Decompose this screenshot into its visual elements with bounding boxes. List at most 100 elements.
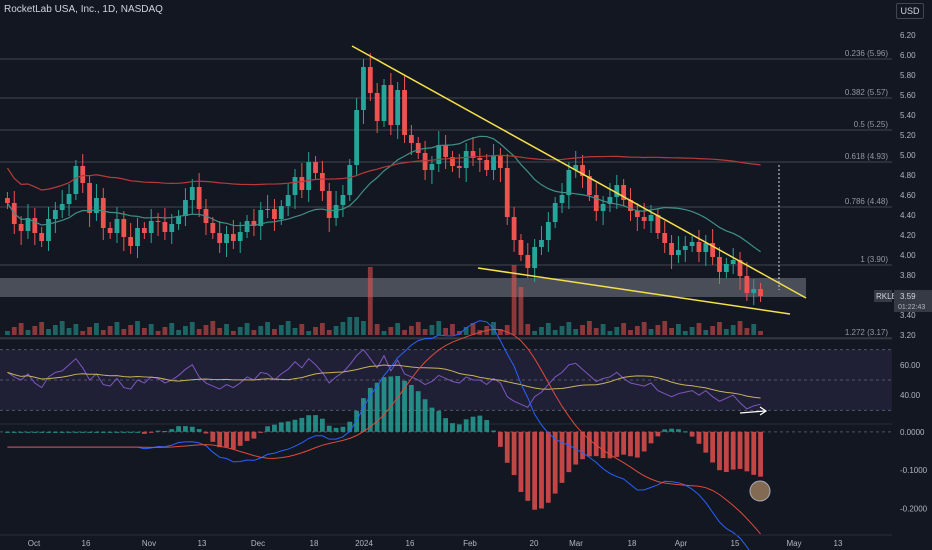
volume-bar xyxy=(5,331,10,335)
macd-hist-bar xyxy=(573,431,579,465)
y-tick-label: 4.40 xyxy=(900,211,916,220)
candle-body xyxy=(518,240,524,255)
macd-hist-bar xyxy=(189,426,195,432)
macd-hist-bar xyxy=(319,418,325,432)
macd-hist-bar xyxy=(614,431,620,457)
candle-body xyxy=(463,151,469,168)
candle-body xyxy=(347,165,353,195)
volume-bar xyxy=(525,324,531,335)
macd-hist-bar xyxy=(463,419,469,432)
signal-line xyxy=(7,328,761,535)
volume-bar xyxy=(25,330,31,335)
candle-body xyxy=(169,224,175,232)
macd-hist-bar xyxy=(299,417,305,432)
currency-button[interactable]: USD xyxy=(896,3,924,19)
macd-hist-bar xyxy=(621,431,627,455)
macd-hist-bar xyxy=(552,431,558,494)
volume-bar xyxy=(148,324,154,335)
macd-hist-bar xyxy=(196,429,202,432)
candle-body xyxy=(94,198,99,213)
candle-body xyxy=(66,194,72,204)
volume-bar xyxy=(573,329,579,335)
candle-body xyxy=(374,93,380,121)
macd-hist-bar xyxy=(422,399,428,432)
volume-bar xyxy=(689,327,695,335)
macd-hist-bar xyxy=(148,431,154,433)
volume-bar xyxy=(443,328,449,335)
macd-hist-bar xyxy=(408,384,414,432)
volume-bar xyxy=(470,323,476,335)
candle-body xyxy=(539,240,544,247)
candle-body xyxy=(758,289,763,296)
candle-body xyxy=(717,257,722,272)
macd-hist-bar xyxy=(25,431,31,433)
volume-bar xyxy=(504,325,510,335)
candle-body xyxy=(491,156,496,170)
candle-body xyxy=(361,67,366,110)
macd-hist-bar xyxy=(518,431,524,492)
volume-bar xyxy=(59,321,65,335)
macd-hist-bar xyxy=(39,431,45,433)
x-tick-label: 2024 xyxy=(355,539,373,548)
volume-bar xyxy=(641,322,647,335)
volume-bar xyxy=(429,325,435,335)
volume-bar xyxy=(634,326,640,335)
macd-hist-bar xyxy=(751,431,757,475)
volume-bar xyxy=(313,327,318,335)
macd-hist-bar xyxy=(135,431,140,433)
candle-body xyxy=(135,228,140,246)
candle-body xyxy=(395,90,401,125)
volume-bar xyxy=(361,321,366,335)
macd-hist-bar xyxy=(258,431,264,433)
candle-body xyxy=(100,198,106,228)
volume-bar xyxy=(669,328,674,335)
candle-body xyxy=(381,85,387,121)
macd-hist-bar xyxy=(272,424,277,432)
macd-hist-bar xyxy=(306,415,312,432)
macd-tick-label: -0.1000 xyxy=(900,466,928,475)
macd-hist-bar xyxy=(566,431,572,473)
volume-bar xyxy=(532,331,538,335)
macd-hist-bar xyxy=(80,431,86,433)
rsi-tick-label: 40.00 xyxy=(900,391,921,400)
candle-body xyxy=(87,183,92,213)
x-tick-label: May xyxy=(786,539,801,548)
y-tick-label: 6.20 xyxy=(900,31,916,40)
volume-bar xyxy=(203,325,209,335)
candle-body xyxy=(470,151,476,158)
volume-bar xyxy=(299,324,305,335)
candle-body xyxy=(655,215,661,233)
macd-hist-bar xyxy=(559,431,565,483)
macd-hist-bar xyxy=(525,431,531,501)
volume-bar xyxy=(628,330,633,335)
candle-body xyxy=(333,205,339,218)
upper-trendline xyxy=(351,45,807,299)
macd-hist-bar xyxy=(361,398,366,432)
x-tick-label: 20 xyxy=(530,539,539,548)
candle-body xyxy=(737,260,743,276)
y-tick-label: 4.20 xyxy=(900,231,916,240)
support-zone xyxy=(0,278,806,297)
volume-bar xyxy=(285,321,291,335)
macd-hist-bar xyxy=(121,431,127,433)
candle-body xyxy=(217,233,223,243)
volume-bar xyxy=(18,323,24,335)
y-tick-label: 3.20 xyxy=(900,331,916,340)
macd-hist-bar xyxy=(600,431,606,459)
volume-bar xyxy=(717,322,722,335)
ma-long-line xyxy=(6,154,761,191)
candle-body xyxy=(230,234,236,241)
candle-body xyxy=(443,145,449,157)
macd-hist-bar xyxy=(217,431,223,448)
volume-bar xyxy=(52,325,58,335)
macd-hist-bar xyxy=(251,431,257,439)
candle-body xyxy=(189,187,195,200)
macd-hist-bar xyxy=(737,431,743,469)
volume-bar xyxy=(587,321,592,335)
volume-bar xyxy=(141,328,147,335)
macd-hist-bar xyxy=(59,431,65,433)
macd-hist-bar xyxy=(723,431,729,472)
macd-hist-bar xyxy=(504,431,510,463)
volume-bar xyxy=(463,327,469,335)
